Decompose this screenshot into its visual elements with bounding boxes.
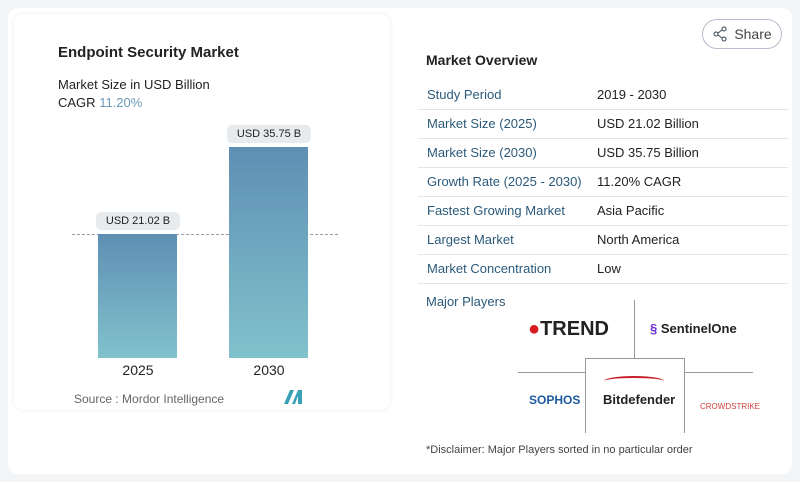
row-value: Asia Pacific [597,203,665,218]
logo-sentinelone: § SentinelOne [650,321,737,336]
overview-row: Study Period 2019 - 2030 [418,80,788,110]
source: Source : Mordor Intelligence [74,392,225,406]
overview-title: Market Overview [426,52,538,68]
chart-panel [14,14,390,410]
overview-row: Market Size (2030) USD 35.75 Billion [418,138,788,168]
cagr: CAGR 11.20% [58,95,142,110]
row-value: Low [597,261,621,276]
chart-title: Endpoint Security Market [58,44,239,61]
row-key: Growth Rate (2025 - 2030) [427,174,582,189]
logo-trend: ●TREND [528,318,609,340]
overview-row: Growth Rate (2025 - 2030) 11.20% CAGR [418,167,788,197]
row-key: Study Period [427,87,502,102]
major-players-title: Major Players [426,294,506,309]
overview-row: Fastest Growing Market Asia Pacific [418,196,788,226]
row-key: Fastest Growing Market [427,203,565,218]
overview-row: Market Size (2025) USD 21.02 Billion [418,109,788,139]
bar-2030 [229,147,308,358]
overview-row: Largest Market North America [418,225,788,255]
row-value: 11.20% CAGR [597,174,682,189]
bar-2025 [98,233,177,358]
x-tick-label: 2025 [122,362,154,378]
reference-line [72,234,338,235]
data-label: USD 21.02 B [95,211,181,230]
row-value: USD 35.75 Billion [597,145,699,160]
row-key: Market Size (2025) [427,116,537,131]
data-label: USD 35.75 B [226,125,312,143]
logo-bitdefender: Bitdefender [603,392,676,407]
x-tick-label: 2030 [253,362,285,378]
row-value: 2019 - 2030 [597,87,667,102]
row-value: USD 21.02 Billion [597,116,699,131]
row-value: North America [597,232,680,247]
logo-sophos: SOPHOS [529,393,581,407]
overview-row: Market Concentration Low [418,254,788,284]
disclaimer: *Disclaimer: Major Players sorted in no … [426,444,693,456]
share-icon [713,26,727,42]
mordor-logo-icon [284,390,302,404]
logo-crowdstrike: CROWDSTRIKE [700,402,760,411]
row-key: Largest Market [427,232,514,247]
cagr-value: 11.20% [99,95,143,110]
chart-subtitle: Market Size in USD Billion [58,77,210,92]
row-key: Market Size (2030) [427,145,537,160]
cagr-label: CAGR [58,95,96,110]
row-key: Market Concentration [427,261,552,276]
share-button[interactable]: Share [702,19,782,49]
share-label: Share [734,26,772,42]
